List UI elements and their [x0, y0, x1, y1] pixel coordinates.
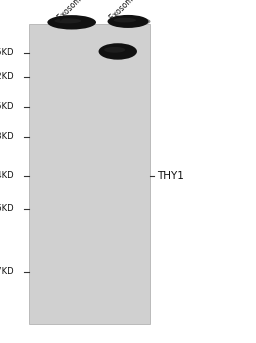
Text: 17KD: 17KD — [0, 267, 14, 276]
Text: 55KD: 55KD — [0, 102, 14, 111]
Text: 34KD: 34KD — [0, 171, 14, 180]
Text: Exosome from MHCC-97h: Exosome from MHCC-97h — [108, 0, 183, 22]
Text: 72KD: 72KD — [0, 72, 14, 81]
Ellipse shape — [55, 19, 81, 23]
Ellipse shape — [116, 17, 151, 26]
Ellipse shape — [104, 47, 125, 53]
Ellipse shape — [108, 15, 148, 28]
Ellipse shape — [106, 46, 136, 57]
Bar — [29, 24, 150, 324]
Text: 26KD: 26KD — [0, 204, 14, 213]
Ellipse shape — [113, 18, 136, 22]
Ellipse shape — [99, 43, 137, 60]
Text: Exosome from LO2: Exosome from LO2 — [56, 0, 113, 22]
Ellipse shape — [47, 15, 96, 29]
Text: 43KD: 43KD — [0, 132, 14, 141]
Text: THY1: THY1 — [157, 172, 184, 181]
Text: 95KD: 95KD — [0, 48, 14, 57]
